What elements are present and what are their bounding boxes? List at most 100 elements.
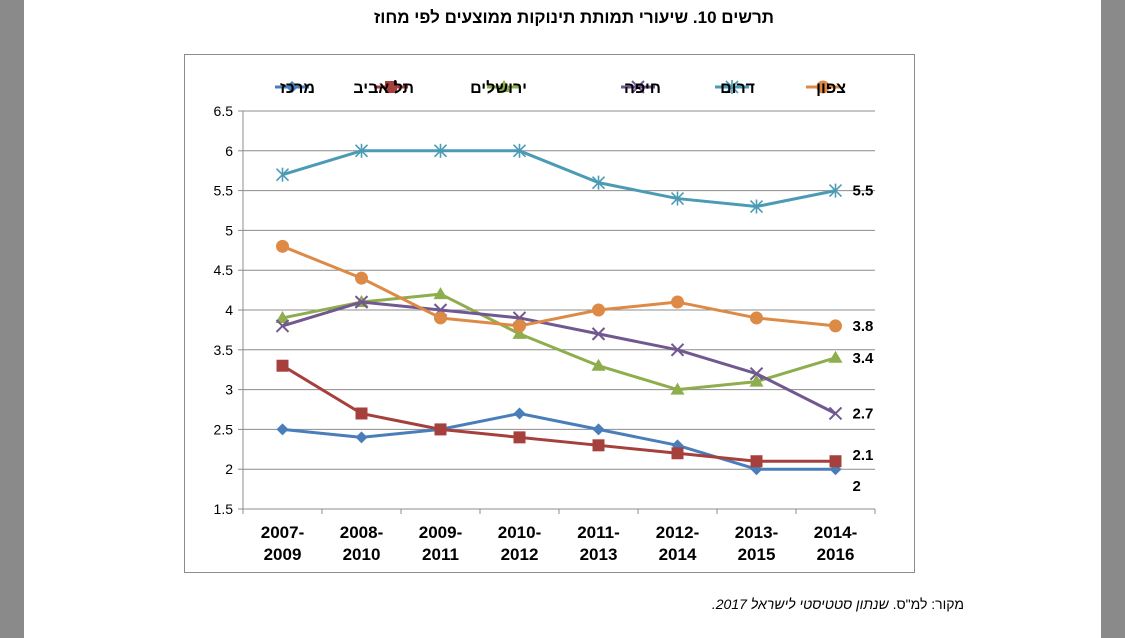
- data-point: [275, 310, 290, 323]
- data-point: [670, 343, 685, 357]
- series-line: [282, 292, 836, 392]
- left-gray-border: [0, 0, 24, 638]
- data-point: [670, 191, 685, 206]
- data-point: [276, 423, 289, 436]
- data-point: [513, 431, 526, 444]
- chart-frame: 1.5 2 2.5 3 3.5 4 4.5 5 5.5 6 6.5 2007- 2009 2008- 201…: [184, 54, 915, 573]
- data-point: [592, 303, 605, 317]
- data-point: [512, 326, 527, 339]
- legend-label: מרכז: [280, 80, 315, 97]
- data-point: [355, 271, 368, 285]
- source-note: מקור: למ"ס. שנתון סטטיסטי לישראל 2017.: [564, 596, 964, 612]
- source-label: מקור: למ"ס.: [892, 596, 964, 612]
- series-line: [282, 411, 836, 471]
- data-point: [829, 319, 842, 333]
- data-point: [512, 143, 527, 158]
- y-tick-label: 2.5: [214, 421, 234, 437]
- x-tick-label: 2013: [580, 545, 618, 564]
- data-point: [828, 406, 843, 421]
- data-point: [275, 319, 290, 333]
- x-tick-label: 2012-: [656, 523, 699, 542]
- data-point: [355, 431, 368, 444]
- legend-swatch-marker: [385, 81, 397, 93]
- y-tick-label: 5: [225, 222, 233, 238]
- x-tick-label: 2007-: [261, 523, 304, 542]
- legend-swatch-marker: [725, 80, 739, 94]
- end-value-label: 3.4: [853, 350, 875, 367]
- series-line: [282, 300, 837, 415]
- y-tick-label: 6: [225, 143, 233, 159]
- legend-label: צפון: [816, 80, 846, 97]
- y-tick-label: 2: [225, 461, 233, 477]
- data-point: [434, 311, 447, 325]
- x-tick-label: 2014: [659, 545, 697, 564]
- data-point: [513, 319, 526, 333]
- end-value-label: 5.5: [853, 183, 874, 200]
- data-point: [828, 350, 843, 363]
- legend-swatch-marker: [286, 81, 298, 93]
- data-point: [434, 423, 447, 436]
- data-point: [276, 359, 289, 372]
- y-tick-label: 1.5: [214, 501, 234, 517]
- data-point: [671, 447, 684, 460]
- legend-swatch-marker: [631, 80, 645, 94]
- right-gray-border: [1101, 0, 1125, 638]
- data-point: [276, 239, 289, 253]
- data-point: [433, 287, 448, 300]
- data-point: [591, 358, 606, 371]
- legend-label: דרום: [720, 80, 755, 97]
- x-tick-label: 2011-: [577, 523, 620, 542]
- data-point: [749, 199, 764, 214]
- data-point: [591, 175, 606, 190]
- y-tick-label: 4: [225, 302, 233, 318]
- x-tick-label: 2013-: [735, 523, 778, 542]
- data-point: [275, 167, 290, 182]
- x-tick-label: 2011: [422, 545, 459, 564]
- end-value-label: 3.8: [853, 318, 874, 335]
- x-tick-label: 2009: [264, 545, 302, 564]
- y-tick-label: 3.5: [214, 342, 234, 358]
- data-point: [592, 423, 605, 436]
- data-point: [750, 455, 763, 468]
- end-value-label: 2.7: [853, 405, 874, 422]
- data-point: [355, 407, 368, 420]
- x-tick-label: 2016: [817, 545, 855, 564]
- data-point: [671, 295, 684, 309]
- y-tick-label: 3: [225, 382, 233, 398]
- y-tick-label: 5.5: [214, 183, 234, 199]
- data-point: [829, 455, 842, 468]
- x-tick-label: 2010: [343, 545, 381, 564]
- x-tick-label: 2012: [501, 545, 539, 564]
- data-point: [749, 374, 764, 387]
- data-point: [592, 439, 605, 452]
- legend-label: חיפה: [624, 80, 661, 97]
- data-point: [433, 143, 448, 158]
- data-point: [749, 366, 764, 381]
- end-value-label: 2: [853, 478, 861, 495]
- y-tick-label: 4.5: [214, 262, 234, 278]
- y-tick-label: 6.5: [214, 103, 234, 119]
- data-point: [354, 295, 369, 309]
- x-tick-label: 2009-: [419, 523, 462, 542]
- data-point: [591, 327, 606, 341]
- legend-swatch-marker: [497, 80, 511, 92]
- series-line: [282, 149, 836, 209]
- data-point: [750, 311, 763, 325]
- source-text: שנתון סטטיסטי לישראל 2017.: [711, 596, 889, 612]
- series-line: [281, 364, 836, 463]
- x-tick-label: 2010-: [498, 523, 541, 542]
- x-tick-label: 2008-: [340, 523, 383, 542]
- x-tick-label: 2015: [738, 545, 776, 564]
- data-point: [354, 143, 369, 158]
- data-point: [670, 382, 685, 395]
- end-value-label: 2.1: [853, 447, 874, 464]
- legend-label: תל אביב: [353, 79, 414, 97]
- data-point: [828, 183, 843, 198]
- line-chart: 1.5 2 2.5 3 3.5 4 4.5 5 5.5 6 6.5 2007- 2009 2008- 201…: [214, 79, 876, 564]
- data-point: [513, 407, 526, 420]
- series-line: [281, 244, 836, 328]
- x-tick-label: 2014-: [814, 523, 857, 542]
- chart-title: תרשים 10. שיעורי תמותת תינוקות ממוצעים ל…: [373, 8, 775, 27]
- legend-swatch-marker: [816, 80, 830, 94]
- legend-label: ירושלים: [470, 79, 527, 97]
